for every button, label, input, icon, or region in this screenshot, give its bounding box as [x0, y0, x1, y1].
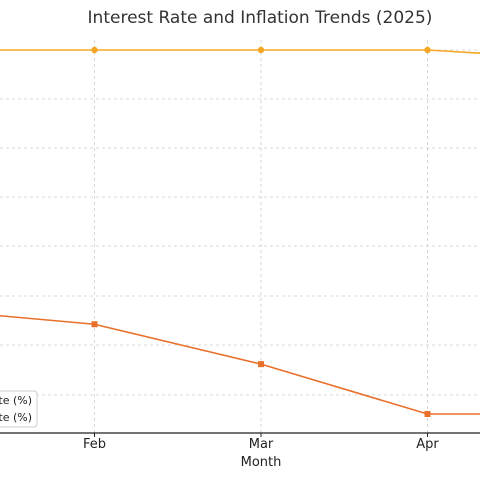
x-ticks: Feb Mar Apr: [83, 433, 439, 452]
data-point: [91, 321, 98, 328]
data-point: [257, 46, 265, 54]
chart-title: Interest Rate and Inflation Trends (2025…: [87, 8, 433, 28]
legend: Interest Rate (%) Inflation Rate (%): [0, 390, 38, 428]
x-axis-label: Month: [241, 455, 282, 470]
legend-label: Inflation Rate (%): [0, 411, 32, 424]
data-point: [424, 46, 431, 54]
series-line: [0, 314, 480, 415]
legend-box: [0, 390, 38, 428]
x-tick-label: Apr: [416, 437, 439, 452]
data-point: [424, 411, 431, 417]
series-1: [0, 314, 480, 417]
data-point: [91, 46, 98, 54]
data-point: [258, 361, 264, 368]
grid: [0, 40, 480, 433]
series-layer: [0, 46, 480, 417]
series-line: [0, 49, 480, 54]
x-tick-label: Feb: [83, 437, 106, 452]
legend-label: Interest Rate (%): [0, 394, 32, 407]
x-tick-label: Mar: [249, 437, 274, 452]
series-0: [0, 46, 480, 54]
